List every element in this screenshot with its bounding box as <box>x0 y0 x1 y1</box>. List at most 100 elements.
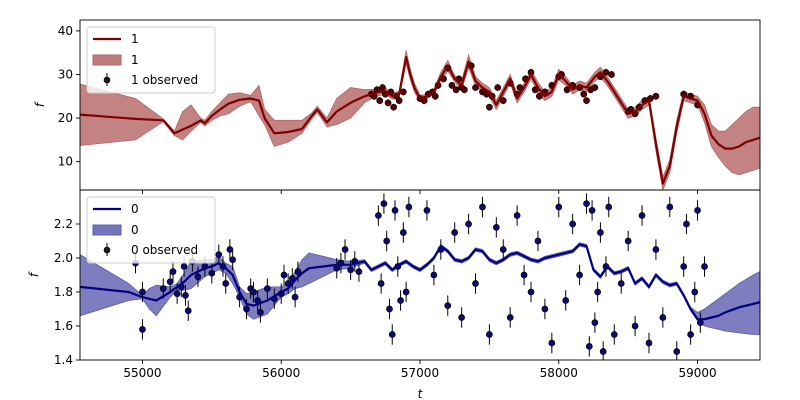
observed-point <box>494 84 502 91</box>
legend-model-label: 1 <box>131 32 139 46</box>
observed-point <box>169 268 177 275</box>
observed-point <box>184 307 192 315</box>
top-legend: 1 1 1 observed <box>86 26 216 94</box>
observed-point <box>602 68 610 76</box>
observed-point <box>687 331 694 338</box>
observed-point <box>173 290 181 298</box>
observed-point <box>548 339 556 347</box>
observed-point <box>430 271 438 279</box>
observed-point <box>691 288 699 296</box>
observed-point <box>376 97 384 104</box>
top-ylabel: f <box>33 101 47 107</box>
observed-point <box>377 280 385 287</box>
observed-point <box>531 86 539 94</box>
observed-point <box>395 97 403 104</box>
x-tick-label: 58000 <box>540 366 578 380</box>
observed-point <box>222 280 230 287</box>
observed-point <box>534 237 542 245</box>
bottom-panel: 1.4 1.6 1.8 2.0 2.2 55000 56000 57000 58000 5900… <box>27 189 761 400</box>
observed-point <box>499 97 507 104</box>
x-tick-label: 59000 <box>678 366 716 380</box>
observed-point <box>535 92 543 100</box>
legend-observed-label: 1 observed <box>131 73 198 87</box>
observed-point <box>399 88 407 96</box>
y-tick-label: 1.8 <box>54 285 73 299</box>
legend-band-label: 1 <box>131 53 139 67</box>
observed-point <box>472 280 479 287</box>
legend-observed-marker <box>103 246 111 254</box>
observed-point <box>139 326 146 333</box>
observed-point <box>380 200 388 207</box>
y-tick-label: 2.2 <box>54 217 73 231</box>
observed-point <box>506 314 514 321</box>
observed-point <box>402 288 410 296</box>
legend-observed-label: 0 observed <box>131 243 198 257</box>
observed-point <box>555 203 563 211</box>
observed-point <box>701 263 708 270</box>
observed-point <box>659 314 667 321</box>
observed-point <box>399 229 407 236</box>
observed-point <box>431 92 439 100</box>
y-tick-label: 2.0 <box>54 251 73 265</box>
observed-point <box>513 212 521 219</box>
observed-point <box>375 212 382 219</box>
y-tick-label: 30 <box>58 67 73 81</box>
x-tick-label: 55000 <box>123 366 161 380</box>
observed-point <box>638 212 646 219</box>
observed-point <box>610 331 618 338</box>
observed-point <box>683 220 690 228</box>
observed-point <box>617 280 625 287</box>
observed-point <box>562 297 570 304</box>
observed-point <box>451 229 459 236</box>
legend-band-label: 0 <box>131 223 139 237</box>
observed-point <box>208 269 216 277</box>
observed-point <box>159 285 167 292</box>
observed-point <box>472 84 479 91</box>
observed-point <box>580 90 588 98</box>
observed-point <box>386 305 393 313</box>
observed-point <box>139 288 146 296</box>
observed-point <box>520 271 528 279</box>
top-panel: 10 20 30 40 f 1 1 1 observed <box>33 19 761 194</box>
observed-point <box>479 203 486 211</box>
observed-point <box>458 314 465 321</box>
x-tick-label: 57000 <box>401 366 439 380</box>
observed-point <box>680 263 688 270</box>
observed-point <box>226 246 234 253</box>
observed-point <box>541 305 549 313</box>
observed-point <box>599 348 607 355</box>
observed-point <box>405 203 413 211</box>
observed-point <box>631 322 639 330</box>
observed-point <box>585 343 593 350</box>
bottom-xlabel: t <box>418 387 424 400</box>
observed-point <box>263 285 271 292</box>
observed-point <box>597 229 604 236</box>
observed-point <box>391 207 399 214</box>
observed-point <box>383 237 391 245</box>
observed-point <box>461 86 468 94</box>
observed-point <box>229 256 237 264</box>
model-line <box>80 56 760 185</box>
observed-point <box>423 207 431 214</box>
observed-point <box>444 302 452 309</box>
y-tick-label: 1.4 <box>54 353 73 367</box>
x-tick-label: 56000 <box>262 366 300 380</box>
observed-point <box>694 207 701 214</box>
observed-point <box>280 271 288 279</box>
legend-band-swatch <box>92 54 122 66</box>
observed-point <box>355 268 363 275</box>
observed-point <box>257 309 264 316</box>
y-tick-label: 20 <box>58 111 73 125</box>
observed-point <box>215 251 223 258</box>
observed-point <box>379 84 386 91</box>
observed-point <box>492 224 500 231</box>
observed-point <box>486 103 493 111</box>
observed-point <box>390 103 397 111</box>
observed-point <box>527 288 535 296</box>
observed-point <box>384 99 392 107</box>
observed-point <box>666 203 674 211</box>
legend-observed-marker <box>103 76 111 84</box>
observed-point <box>608 71 615 78</box>
observed-point <box>486 331 493 338</box>
observed-point <box>448 82 456 89</box>
